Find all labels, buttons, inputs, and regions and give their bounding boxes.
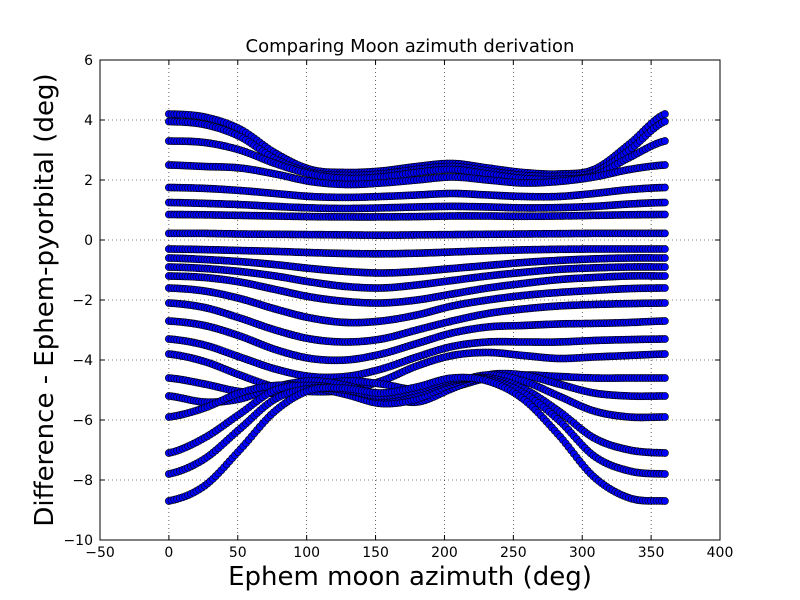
series-3: [164, 161, 669, 189]
data-points: [164, 110, 669, 505]
series-9: [164, 254, 669, 277]
data-point: [660, 335, 669, 343]
data-point: [660, 110, 669, 118]
data-point: [660, 374, 669, 382]
x-tick-label: 0: [164, 545, 173, 561]
y-tick-label: −8: [72, 473, 93, 489]
series-10: [164, 263, 669, 292]
chart-title: Comparing Moon azimuth derivation: [246, 36, 575, 57]
series-7: [164, 229, 669, 240]
series-11: [164, 271, 669, 307]
data-point: [660, 229, 669, 238]
series-15: [164, 335, 669, 382]
data-point: [660, 161, 669, 169]
data-point: [660, 299, 669, 307]
data-point: [660, 272, 669, 280]
data-point: [660, 449, 669, 457]
x-tick-label: 200: [431, 545, 458, 561]
y-tick-label: −10: [63, 533, 93, 549]
data-point: [660, 497, 669, 505]
data-point: [660, 284, 669, 292]
y-tick-label: −2: [72, 293, 93, 309]
data-point: [660, 183, 669, 192]
y-tick-label: −4: [72, 353, 93, 369]
data-point: [660, 470, 669, 478]
data-point: [660, 263, 669, 271]
data-point: [660, 198, 669, 207]
y-tick-label: 2: [84, 173, 93, 189]
y-tick-label: 6: [84, 53, 93, 69]
data-point: [660, 137, 669, 145]
series-8: [164, 245, 669, 258]
series-12: [164, 284, 669, 327]
x-axis-label: Ephem moon azimuth (deg): [228, 562, 592, 592]
data-point: [660, 245, 669, 253]
y-tick-label: 0: [84, 233, 93, 249]
data-point: [660, 413, 669, 421]
series-5: [164, 198, 669, 213]
series-6: [164, 210, 669, 221]
data-point: [660, 392, 669, 400]
data-point: [660, 350, 669, 358]
x-tick-label: 150: [362, 545, 389, 561]
data-point: [660, 210, 669, 219]
x-tick-label: 400: [707, 545, 734, 561]
data-point: [660, 254, 669, 262]
y-axis-label: Difference - Ephem-pyorbital (deg): [30, 73, 60, 526]
x-tick-label: 300: [569, 545, 596, 561]
data-point: [660, 117, 669, 126]
x-tick-label: 50: [229, 545, 247, 561]
y-tick-label: 4: [84, 113, 93, 129]
data-point: [660, 317, 669, 325]
x-tick-label: 100: [293, 545, 320, 561]
x-tick-label: 250: [500, 545, 527, 561]
series-14: [164, 317, 669, 365]
series-4: [164, 183, 669, 202]
y-tick-label: −6: [72, 413, 93, 429]
series-13: [164, 299, 669, 346]
x-tick-label: 350: [638, 545, 665, 561]
